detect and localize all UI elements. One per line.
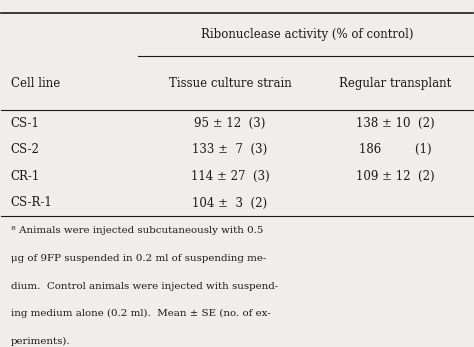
Text: CS-R-1: CS-R-1 <box>11 196 53 210</box>
Text: 95 ± 12  (3): 95 ± 12 (3) <box>194 117 265 129</box>
Text: periments).: periments). <box>11 337 71 346</box>
Text: Tissue culture strain: Tissue culture strain <box>169 77 292 90</box>
Text: Cell line: Cell line <box>11 77 60 90</box>
Text: 114 ± 27  (3): 114 ± 27 (3) <box>191 170 269 183</box>
Text: 104 ±  3  (2): 104 ± 3 (2) <box>192 196 267 210</box>
Text: CS-1: CS-1 <box>11 117 40 129</box>
Text: Regular transplant: Regular transplant <box>339 77 451 90</box>
Text: 133 ±  7  (3): 133 ± 7 (3) <box>192 143 267 156</box>
Text: ª Animals were injected subcutaneously with 0.5: ª Animals were injected subcutaneously w… <box>11 226 263 235</box>
Text: 186         (1): 186 (1) <box>358 143 431 156</box>
Text: CR-1: CR-1 <box>11 170 40 183</box>
Text: ing medium alone (0.2 ml).  Mean ± SE (no. of ex-: ing medium alone (0.2 ml). Mean ± SE (no… <box>11 309 271 319</box>
Text: μg of 9FP suspended in 0.2 ml of suspending me-: μg of 9FP suspended in 0.2 ml of suspend… <box>11 254 266 263</box>
Text: 109 ± 12  (2): 109 ± 12 (2) <box>356 170 434 183</box>
Text: Ribonuclease activity (% of control): Ribonuclease activity (% of control) <box>201 28 414 41</box>
Text: 138 ± 10  (2): 138 ± 10 (2) <box>356 117 434 129</box>
Text: CS-2: CS-2 <box>11 143 40 156</box>
Text: dium.  Control animals were injected with suspend-: dium. Control animals were injected with… <box>11 282 278 291</box>
